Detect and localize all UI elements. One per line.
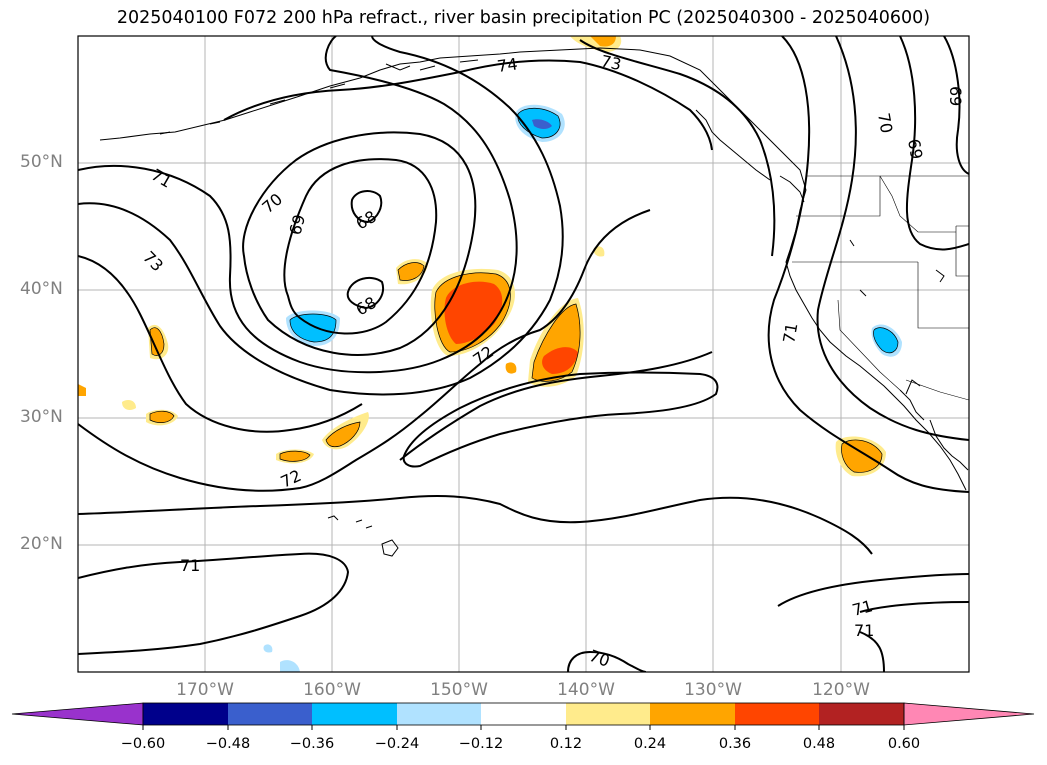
contour-label: 74 xyxy=(496,54,519,76)
precip-blob-small-7 xyxy=(78,384,86,396)
colorbar-tick-label: −0.60 xyxy=(120,736,166,752)
precipitation-outlines xyxy=(149,107,899,473)
contour-70-south xyxy=(567,650,647,672)
lon-label: 140°W xyxy=(557,680,615,700)
contour-71-southwest xyxy=(78,552,350,655)
contour-label: 71 xyxy=(854,621,874,640)
colorbar-tick-label: 0.60 xyxy=(887,736,921,752)
colorbar-extend-high xyxy=(903,702,1035,726)
contour-72 xyxy=(78,209,651,492)
colorbar-segment xyxy=(566,703,650,725)
colorbar-tick-label: −0.24 xyxy=(374,736,420,752)
lon-label: 120°W xyxy=(812,680,870,700)
contour-71-southeast-2 xyxy=(859,601,969,613)
colorbar-tick-label: 0.48 xyxy=(802,736,836,752)
colorbar-segment xyxy=(481,703,566,725)
colorbar-segment xyxy=(397,703,481,725)
lat-label: 40°N xyxy=(20,279,63,299)
precip-blob-negative-5 xyxy=(263,644,273,653)
colorbar-segment xyxy=(228,703,312,725)
map-panel: 74 73 71 73 70 69 68 68 72 72 71 70 70 6… xyxy=(77,35,970,673)
lat-label: 30°N xyxy=(20,407,63,427)
contour-68-south xyxy=(346,276,384,310)
lon-label: 160°W xyxy=(303,680,361,700)
contour-label: 69 xyxy=(946,86,965,106)
contour-69-east xyxy=(899,36,969,251)
lon-label: 150°W xyxy=(430,680,488,700)
colorbar-segment xyxy=(650,703,735,725)
state-borders xyxy=(792,175,969,401)
contour-71-south xyxy=(78,495,873,555)
colorbar-tick-label: 0.12 xyxy=(549,736,583,752)
contour-72-south xyxy=(399,351,713,461)
contour-70 xyxy=(242,131,477,356)
contour-label: 70 xyxy=(874,111,896,134)
contour-71-upper xyxy=(78,36,564,396)
contour-72-loop xyxy=(402,371,719,468)
contour-69-east-2 xyxy=(943,36,969,175)
contour-70-east xyxy=(816,36,969,441)
colorbar-tick-label: 0.36 xyxy=(718,736,752,752)
contour-label: 71 xyxy=(850,596,875,620)
colorbar-tick-label: 0.24 xyxy=(633,736,667,752)
precip-blob-small-6 xyxy=(122,400,136,410)
colorbar xyxy=(11,702,1035,730)
contour-69 xyxy=(283,158,438,335)
colorbar-tick-label: −0.36 xyxy=(289,736,335,752)
contour-label: 71 xyxy=(180,556,200,575)
contour-71-east xyxy=(767,36,969,493)
map-title: 2025040100 F072 200 hPa refract., river … xyxy=(116,8,931,28)
precip-blob-negative-4 xyxy=(280,660,300,672)
colorbar-tick-label: −0.12 xyxy=(458,736,504,752)
contour-71-southeast-3 xyxy=(859,631,885,672)
contour-73-right xyxy=(579,39,776,257)
contour-73 xyxy=(78,255,363,433)
colorbar-segment xyxy=(143,703,228,725)
contour-71-southeast xyxy=(777,573,969,607)
colorbar-extend-low xyxy=(11,702,144,726)
precip-blob-small-2 xyxy=(505,362,517,374)
colorbar-tick-label: −0.48 xyxy=(205,736,251,752)
colorbar-segment xyxy=(819,703,904,725)
map-frame xyxy=(77,35,970,673)
contour-74 xyxy=(223,59,713,151)
precip-blob-small-3 xyxy=(593,246,605,257)
lon-label: 130°W xyxy=(684,680,742,700)
contour-label: 73 xyxy=(599,51,623,74)
contour-label: 69 xyxy=(904,137,926,160)
lat-label: 50°N xyxy=(20,152,63,172)
contour-68-north xyxy=(350,190,383,224)
lat-label: 20°N xyxy=(20,534,63,554)
colorbar-segment xyxy=(312,703,397,725)
coastlines xyxy=(99,47,969,557)
contour-label: 69 xyxy=(286,212,310,237)
colorbar-segment xyxy=(735,703,819,725)
lon-label: 170°W xyxy=(176,680,234,700)
contour-label: 71 xyxy=(779,321,801,344)
refractivity-contours xyxy=(78,36,969,672)
contour-71-main xyxy=(78,36,518,374)
